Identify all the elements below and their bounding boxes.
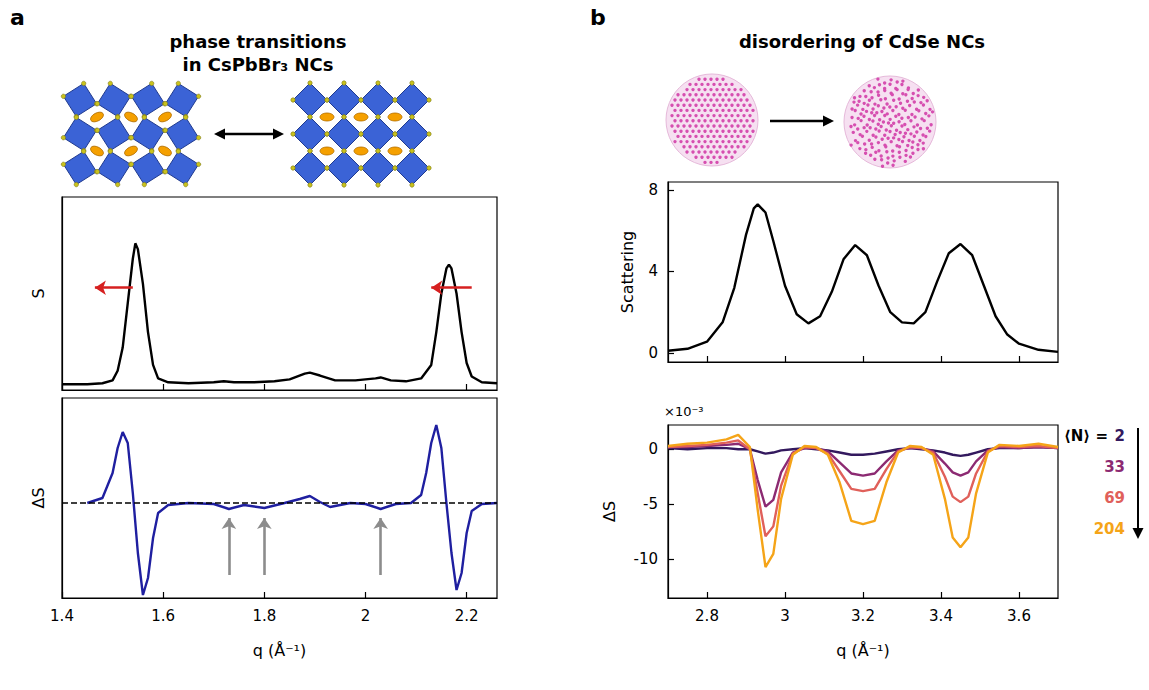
- svg-text:disordering of CdSe NCs: disordering of CdSe NCs: [739, 31, 985, 52]
- svg-text:1.8: 1.8: [252, 607, 276, 625]
- svg-text:in CsPbBr₃ NCs: in CsPbBr₃ NCs: [183, 54, 334, 75]
- svg-text:q (Å⁻¹): q (Å⁻¹): [836, 641, 890, 660]
- svg-text:3: 3: [780, 607, 790, 625]
- svg-text:1.6: 1.6: [151, 607, 175, 625]
- svg-text:4: 4: [648, 262, 658, 280]
- svg-text:3.2: 3.2: [851, 607, 875, 625]
- svg-text:a: a: [10, 5, 25, 30]
- svg-text:3.4: 3.4: [929, 607, 953, 625]
- svg-text:-5: -5: [643, 495, 658, 513]
- svg-text:0: 0: [648, 440, 658, 458]
- svg-text:b: b: [590, 5, 606, 30]
- svg-text:69: 69: [1104, 489, 1125, 507]
- svg-text:S: S: [29, 288, 48, 298]
- svg-text:Scattering: Scattering: [618, 231, 637, 313]
- svg-text:8: 8: [648, 181, 658, 199]
- svg-text:2.2: 2.2: [455, 607, 479, 625]
- svg-text:1.4: 1.4: [50, 607, 74, 625]
- svg-text:⟨N⟩ =: ⟨N⟩ =: [1064, 427, 1108, 445]
- svg-text:0: 0: [648, 344, 658, 362]
- svg-text:2.8: 2.8: [695, 607, 719, 625]
- svg-text:phase transitions: phase transitions: [169, 31, 346, 52]
- svg-text:2: 2: [361, 607, 371, 625]
- svg-text:×10⁻³: ×10⁻³: [664, 404, 704, 419]
- svg-text:204: 204: [1094, 520, 1125, 538]
- svg-text:-10: -10: [634, 550, 659, 568]
- svg-text:ΔS: ΔS: [600, 501, 619, 522]
- svg-text:3.6: 3.6: [1007, 607, 1031, 625]
- svg-text:ΔS: ΔS: [29, 487, 48, 508]
- svg-text:q (Å⁻¹): q (Å⁻¹): [253, 641, 307, 660]
- svg-text:2: 2: [1115, 427, 1125, 445]
- svg-text:33: 33: [1104, 458, 1125, 476]
